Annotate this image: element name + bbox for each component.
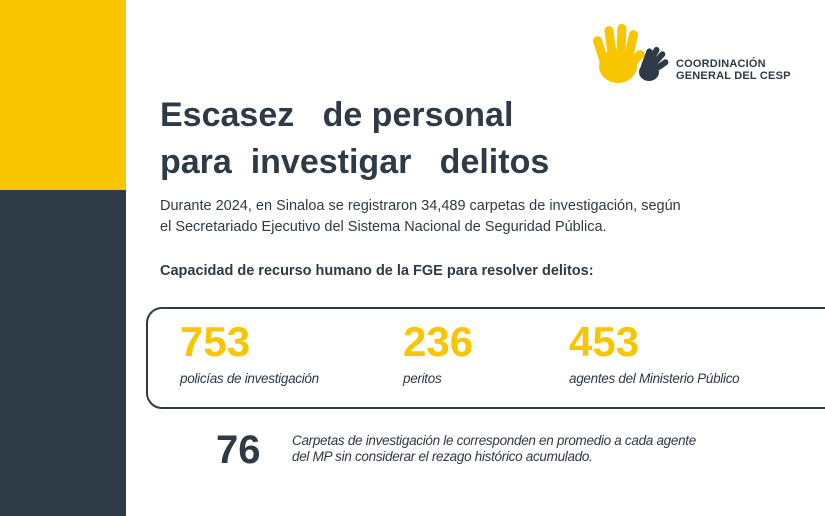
average-line-1: Carpetas de investigación le corresponde…	[292, 433, 696, 448]
stat-agents: 453 agentes del Ministerio Público	[569, 318, 740, 387]
stat-label-experts: peritos	[403, 371, 442, 386]
intro-line-1: Durante 2024, en Sinaloa se registraron …	[160, 198, 681, 214]
raised-hands-icon	[593, 24, 669, 83]
stat-label-police: policías de investigación	[180, 371, 319, 386]
stat-label-agents: agentes del Ministerio Público	[569, 371, 740, 386]
left-dark-band	[0, 190, 126, 516]
logo-line-1: COORDINACIÓN	[676, 58, 766, 70]
capacity-subheading: Capacidad de recurso humano de la FGE pa…	[160, 263, 594, 279]
average-line-2: del MP sin considerar el rezago históric…	[292, 449, 593, 464]
title-line-1: Escasez de personal	[160, 96, 514, 134]
page-title: Escasez de personal para investigar deli…	[160, 92, 549, 186]
average-value: 76	[216, 428, 261, 472]
stats-box: 753 policías de investigación 236 perito…	[146, 307, 825, 409]
logo-line-2: GENERAL DEL CESP	[676, 70, 791, 82]
stat-experts: 236 peritos	[403, 318, 474, 387]
left-yellow-band	[0, 0, 126, 190]
stat-value-experts: 236	[403, 318, 474, 365]
average-description: Carpetas de investigación le corresponde…	[292, 433, 696, 465]
stat-value-agents: 453	[569, 318, 640, 365]
intro-line-2: el Secretariado Ejecutivo del Sistema Na…	[160, 219, 607, 235]
title-line-2: para investigar delitos	[160, 143, 550, 181]
cesp-logo: COORDINACIÓN GENERAL DEL CESP	[592, 20, 792, 90]
logo-text: COORDINACIÓN GENERAL DEL CESP	[676, 58, 791, 82]
stat-police: 753 policías de investigación	[180, 318, 319, 387]
intro-paragraph: Durante 2024, en Sinaloa se registraron …	[160, 196, 681, 238]
stat-value-police: 753	[180, 318, 251, 365]
